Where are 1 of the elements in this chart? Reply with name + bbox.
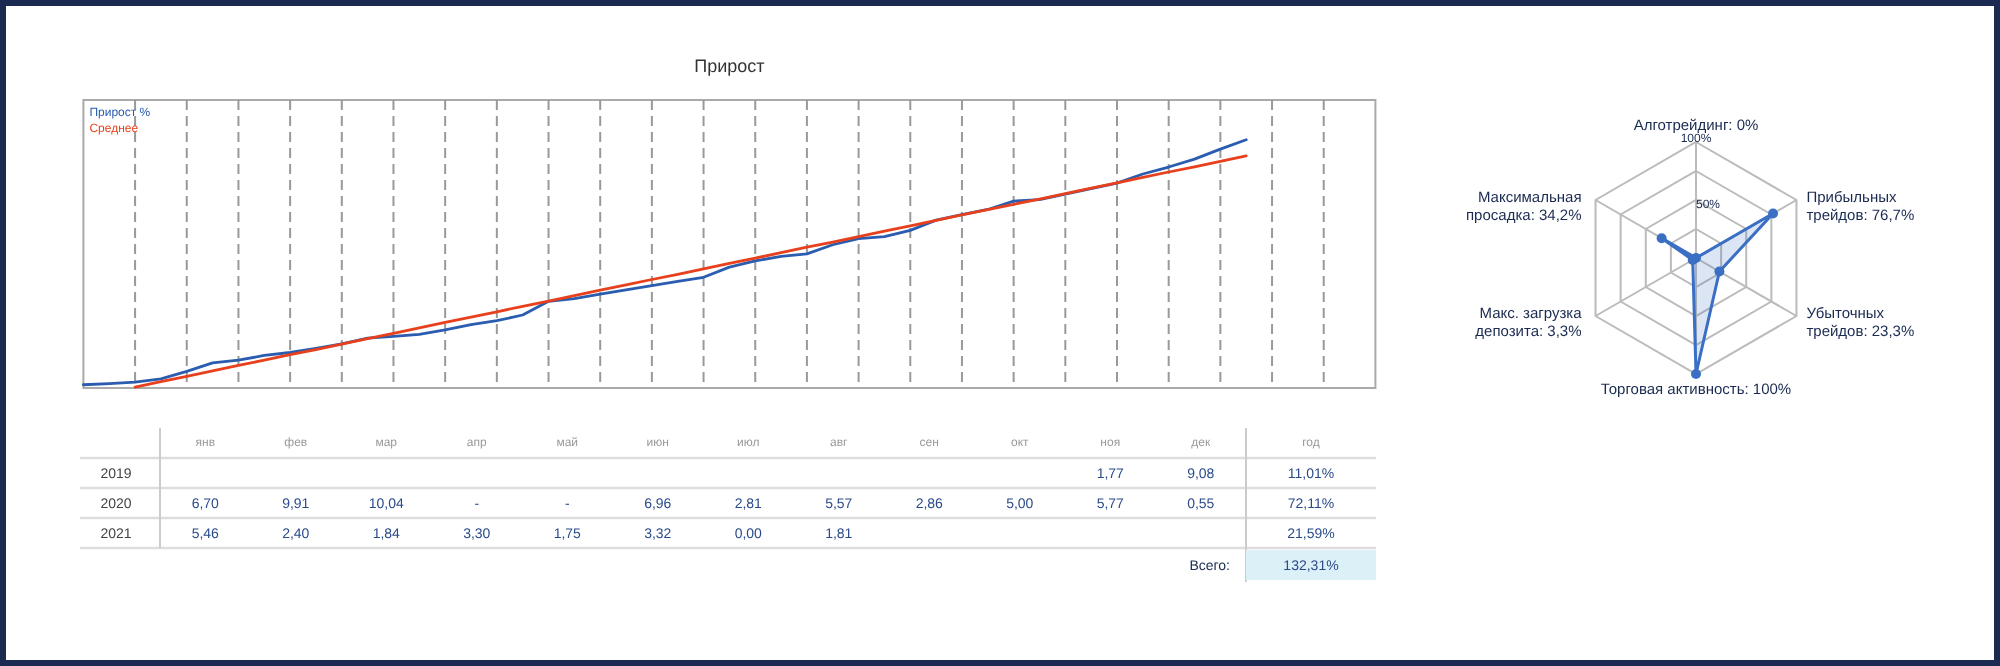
chart-title: Прирост	[694, 56, 765, 76]
